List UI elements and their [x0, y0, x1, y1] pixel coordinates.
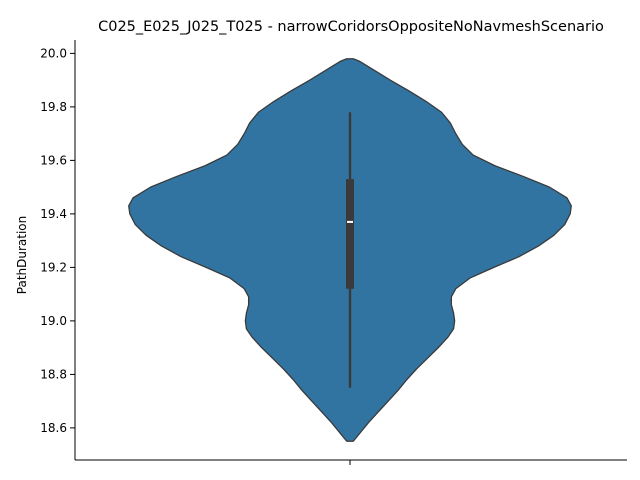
y-tick-label: 19.8 [40, 100, 67, 114]
y-tick-label: 19.0 [40, 314, 67, 328]
y-tick-label: 19.4 [40, 207, 67, 221]
y-axis-label: PathDuration [15, 216, 29, 294]
y-tick-label: 18.8 [40, 368, 67, 382]
y-tick-label: 19.6 [40, 154, 67, 168]
axes [74, 40, 627, 465]
y-tick-label: 19.2 [40, 261, 67, 275]
chart-title: C025_E025_J025_T025 - narrowCoridorsOppo… [98, 19, 604, 35]
y-tick-label: 20.0 [40, 47, 67, 61]
plot-area [128, 58, 572, 442]
y-tick-label: 18.6 [40, 421, 67, 435]
iqr-box [346, 179, 354, 289]
y-axis-ticks: 18.6 18.8 19.0 19.2 19.4 19.6 19.8 20.0 [40, 47, 75, 435]
